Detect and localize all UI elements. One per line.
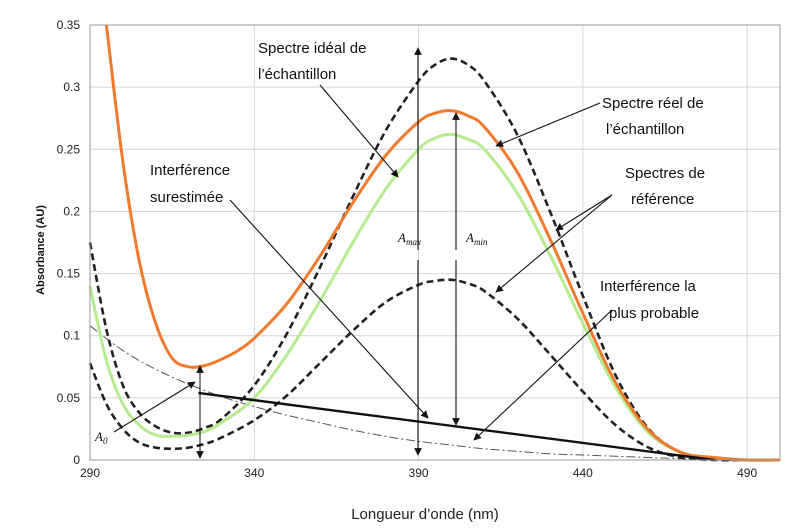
x-tick-label: 490: [737, 466, 757, 480]
arrow-spectres-ref-b: [495, 194, 613, 293]
series-line-2: [88, 57, 748, 462]
y-axis-label: Absorbance (AU): [35, 205, 47, 295]
series-line-4: [89, 325, 780, 461]
arrow-spectre-ideal: [319, 84, 399, 178]
grid: [89, 24, 780, 461]
label-a-min: Amin: [465, 230, 488, 247]
y-tick-label: 0.1: [63, 329, 80, 343]
arrow-interf-probable: [473, 309, 613, 441]
x-axis-label: Longueur d’onde (nm): [351, 506, 499, 523]
annotation-spectre-reel-line1: Spectre réel de: [602, 95, 704, 112]
plot-border: [89, 24, 781, 461]
x-tick-label: 340: [244, 466, 264, 480]
arrow-spectres-ref-a: [555, 194, 613, 231]
annotation-spectres-reference-line1: Spectres de: [625, 165, 705, 182]
y-tick-label: 0.2: [63, 204, 80, 218]
y-tick-label: 0.35: [57, 18, 81, 32]
y-tick-label: 0.3: [63, 80, 80, 94]
x-tick-label: 440: [573, 466, 593, 480]
annotation-spectres-reference-line2: référence: [631, 191, 694, 208]
annotation-spectre-ideal-line2: l’échantillon: [258, 66, 336, 83]
label-a0: A0: [94, 429, 108, 446]
annotation-interference-probable-line1: Interférence la: [600, 278, 697, 295]
y-tick-label: 0.05: [57, 391, 81, 405]
tick-labels: 0 0.05 0.1 0.15 0.2 0.25 0.3 0.35 290 340 390 440 49…: [57, 18, 758, 480]
y-tick-label: 0: [73, 453, 80, 467]
arrow-a0: [113, 381, 196, 433]
plot-frame: [89, 24, 781, 461]
y-tick-label: 0.25: [57, 142, 81, 156]
x-tick-label: 390: [409, 466, 429, 480]
annotation-arrows: [113, 47, 613, 459]
annotation-spectre-reel-line2: l’échantillon: [606, 121, 684, 138]
annotation-interference-surestimee-line2: surestimée: [150, 189, 223, 206]
annotation-spectre-ideal-line1: Spectre idéal de: [258, 40, 366, 57]
annotation-interference-surestimee-line1: Interférence: [150, 162, 230, 179]
annotation-interference-probable-line2: plus probable: [609, 305, 699, 322]
series-line-1: [88, 132, 781, 462]
x-tick-label: 290: [80, 466, 100, 480]
series-line-0: [104, 24, 781, 462]
series-group: [88, 24, 781, 462]
series-line-3: [88, 278, 748, 462]
arrow-interf-surestimee: [229, 199, 429, 419]
label-a-max: Amax: [397, 230, 421, 247]
arrow-spectre-reel: [495, 102, 601, 147]
y-tick-label: 0.15: [57, 267, 81, 281]
series-line-5: [198, 391, 715, 462]
